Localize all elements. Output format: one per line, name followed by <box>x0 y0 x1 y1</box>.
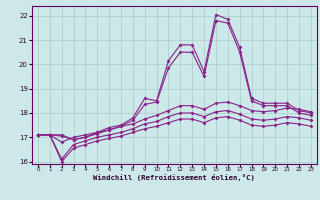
X-axis label: Windchill (Refroidissement éolien,°C): Windchill (Refroidissement éolien,°C) <box>93 174 255 181</box>
